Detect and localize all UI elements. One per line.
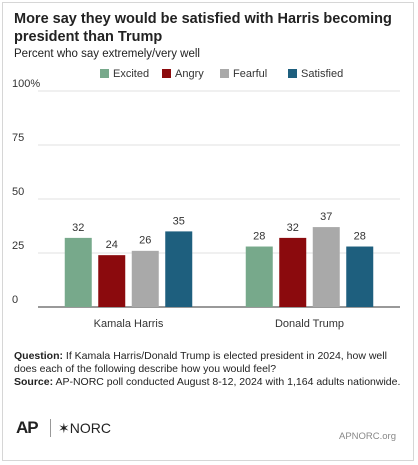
value-label: 37 — [320, 211, 332, 223]
source-text: AP-NORC poll conducted August 8-12, 2024… — [55, 376, 401, 388]
bar — [312, 227, 340, 307]
notes: Question: If Kamala Harris/Donald Trump … — [14, 350, 406, 389]
legend-swatch — [162, 69, 171, 78]
y-tick-label: 0 — [12, 294, 18, 306]
value-label: 32 — [287, 222, 299, 234]
y-tick-label: 50 — [12, 186, 24, 198]
value-label: 28 — [253, 230, 265, 242]
logo-ap: AP — [16, 418, 39, 437]
question: Question: If Kamala Harris/Donald Trump … — [14, 350, 406, 376]
y-tick-label: 75 — [12, 132, 24, 144]
legend-swatch — [220, 69, 229, 78]
chart-title: More say they would be satisfied with Ha… — [14, 11, 392, 45]
frame — [2, 2, 414, 461]
legend-label: Angry — [175, 68, 204, 80]
site: APNORC.org — [338, 431, 396, 442]
bar — [131, 250, 159, 307]
legend-label: Excited — [113, 68, 149, 80]
x-tick-label: Donald Trump — [275, 318, 344, 330]
legend-swatch — [100, 69, 109, 78]
question-label: Question: — [14, 350, 63, 362]
source: Source: AP-NORC poll conducted August 8-… — [14, 376, 406, 389]
value-label: 24 — [106, 239, 118, 251]
legend-swatch — [288, 69, 297, 78]
bar — [346, 246, 374, 307]
value-label: 32 — [72, 222, 84, 234]
bar — [245, 246, 273, 307]
x-tick-label: Kamala Harris — [94, 318, 164, 330]
bar — [64, 237, 92, 307]
bar — [279, 237, 307, 307]
value-label: 26 — [139, 235, 151, 247]
legend-label: Fearful — [233, 68, 267, 80]
source-label: Source: — [14, 376, 54, 388]
bar — [98, 255, 126, 307]
question-text: If Kamala Harris/Donald Trump is elected… — [14, 350, 387, 375]
value-label: 28 — [354, 230, 366, 242]
legend-label: Satisfied — [301, 68, 343, 80]
logo-separator — [50, 419, 51, 437]
chart-subtitle: Percent who say extremely/very well — [14, 48, 200, 60]
value-label: 35 — [173, 215, 185, 227]
y-tick-label: 25 — [12, 240, 24, 252]
logo-norc: ✶NORC — [58, 420, 111, 436]
y-tick-label: 100% — [12, 78, 40, 90]
bar — [165, 231, 193, 307]
